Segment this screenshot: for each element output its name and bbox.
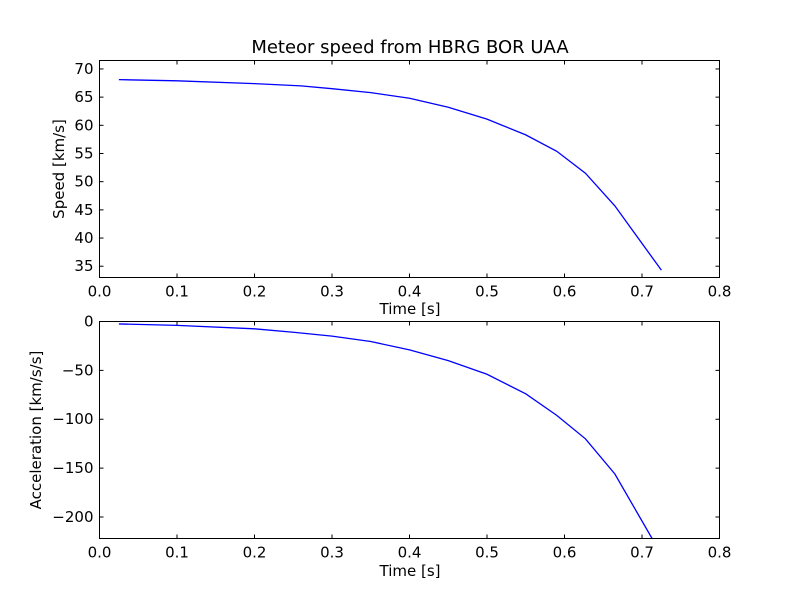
acceleration-x-axis-label: Time [s] [379,562,441,580]
acceleration-x-tick-label: 0.3 [320,544,344,562]
speed-y-tick-label: 40 [74,229,93,247]
speed-y-axis-label: Speed [km/s] [50,119,68,219]
acceleration-y-tick-label: 0 [84,313,94,331]
acceleration-y-tick-label: −150 [52,459,93,477]
acceleration-x-tick-label: 0.5 [475,544,499,562]
speed-x-tick-label: 0.7 [630,283,654,301]
speed-series-line [118,79,662,271]
speed-x-axis-label: Time [s] [379,300,441,318]
speed-x-tick-label: 0.8 [708,283,732,301]
speed-x-tick-label: 0.1 [165,283,189,301]
speed-y-tick-label: 55 [74,145,93,163]
speed-y-tick-label: 65 [74,88,93,106]
acceleration-y-tick-label: −200 [52,508,93,526]
speed-y-tick-label: 60 [74,116,93,134]
speed-y-tick-label: 70 [74,60,93,78]
acceleration-series-line [118,323,653,539]
acceleration-x-tick-label: 0.4 [398,544,422,562]
speed-x-tick-label: 0.5 [475,283,499,301]
acceleration-y-axis-label: Acceleration [km/s/s] [27,351,45,510]
speed-x-tick-label: 0.0 [88,283,112,301]
speed-x-tick-label: 0.3 [320,283,344,301]
acceleration-subplot: 0.0 0.1 0.2 0.3 0.4 0.5 0.6 0.7 0.8 0 −50 −100 −150 −… [27,313,731,581]
chart-title: Meteor speed from HBRG BOR UAA [251,37,569,58]
acceleration-y-tick-label: −100 [52,410,93,428]
acceleration-x-tick-label: 0.6 [553,544,577,562]
speed-y-tick-label: 50 [74,173,93,191]
acceleration-plot-frame [99,321,720,539]
speed-subplot: Meteor speed from HBRG BOR UAA 0.0 0.1 0.2… [50,37,731,318]
acceleration-x-tick-label: 0.0 [88,544,112,562]
acceleration-x-tick-label: 0.8 [708,544,732,562]
speed-x-tick-label: 0.6 [553,283,577,301]
acceleration-x-tick-label: 0.7 [630,544,654,562]
acceleration-x-tick-label: 0.2 [243,544,267,562]
acceleration-x-tick-label: 0.1 [165,544,189,562]
acceleration-y-tick-label: −50 [62,361,94,379]
speed-x-tick-label: 0.4 [398,283,422,301]
speed-y-tick-label: 35 [74,257,93,275]
speed-plot-frame [99,60,720,278]
speed-x-tick-label: 0.2 [243,283,267,301]
speed-y-tick-label: 45 [74,201,93,219]
